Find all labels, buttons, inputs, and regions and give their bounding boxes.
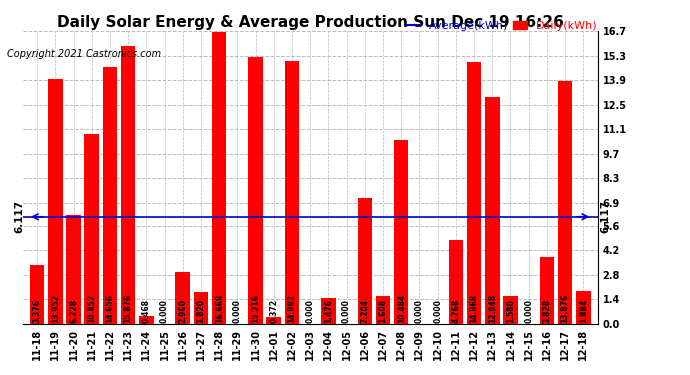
Text: 13.952: 13.952	[51, 294, 60, 322]
Text: 6.117: 6.117	[14, 200, 25, 233]
Bar	[103, 67, 117, 324]
Text: 16.668: 16.668	[215, 293, 224, 322]
Text: 0.468: 0.468	[142, 298, 151, 322]
Bar	[48, 80, 63, 324]
Bar	[540, 257, 554, 324]
Bar	[321, 298, 335, 324]
Bar	[576, 291, 591, 324]
Bar	[84, 134, 99, 324]
Text: 1.884: 1.884	[579, 298, 588, 322]
Text: 1.820: 1.820	[197, 298, 206, 322]
Text: 6.228: 6.228	[69, 298, 78, 322]
Text: 15.876: 15.876	[124, 293, 132, 322]
Text: 1.476: 1.476	[324, 298, 333, 322]
Bar	[558, 81, 572, 324]
Text: 0.000: 0.000	[233, 299, 242, 322]
Text: 0.000: 0.000	[342, 299, 351, 322]
Text: Copyright 2021 Castronics.com: Copyright 2021 Castronics.com	[7, 49, 161, 59]
Text: 14.968: 14.968	[469, 293, 479, 322]
Text: 0.372: 0.372	[269, 298, 278, 322]
Text: 14.656: 14.656	[106, 294, 115, 322]
Text: 0.000: 0.000	[415, 299, 424, 322]
Bar	[175, 272, 190, 324]
Bar	[194, 292, 208, 324]
Text: 10.484: 10.484	[397, 293, 406, 322]
Bar	[448, 240, 463, 324]
Text: 3.828: 3.828	[542, 298, 551, 322]
Bar	[248, 57, 263, 324]
Text: 0.000: 0.000	[306, 299, 315, 322]
Text: 2.960: 2.960	[178, 299, 187, 322]
Bar	[66, 215, 81, 324]
Text: 12.948: 12.948	[488, 293, 497, 322]
Bar	[121, 46, 135, 324]
Text: 7.204: 7.204	[360, 298, 369, 322]
Bar	[376, 296, 391, 324]
Bar	[30, 265, 44, 324]
Text: 1.580: 1.580	[506, 299, 515, 322]
Text: 10.852: 10.852	[87, 294, 96, 322]
Text: 0.000: 0.000	[524, 299, 533, 322]
Bar	[357, 198, 372, 324]
Bar	[503, 296, 518, 324]
Bar	[394, 140, 408, 324]
Text: 14.992: 14.992	[288, 294, 297, 322]
Text: 15.216: 15.216	[251, 294, 260, 322]
Bar	[139, 316, 154, 324]
Text: 0.000: 0.000	[160, 299, 169, 322]
Bar	[285, 61, 299, 324]
Text: 4.768: 4.768	[451, 298, 460, 322]
Text: 1.608: 1.608	[379, 298, 388, 322]
Text: 3.376: 3.376	[32, 298, 41, 322]
Bar	[266, 318, 281, 324]
Text: 6.117: 6.117	[600, 200, 611, 233]
Text: 0.000: 0.000	[433, 299, 442, 322]
Title: Daily Solar Energy & Average Production Sun Dec 19 16:26: Daily Solar Energy & Average Production …	[57, 15, 564, 30]
Legend: Average(kWh), Daily(kWh): Average(kWh), Daily(kWh)	[402, 17, 602, 36]
Bar	[212, 32, 226, 324]
Text: 13.876: 13.876	[560, 293, 569, 322]
Bar	[466, 62, 482, 324]
Bar	[485, 97, 500, 324]
